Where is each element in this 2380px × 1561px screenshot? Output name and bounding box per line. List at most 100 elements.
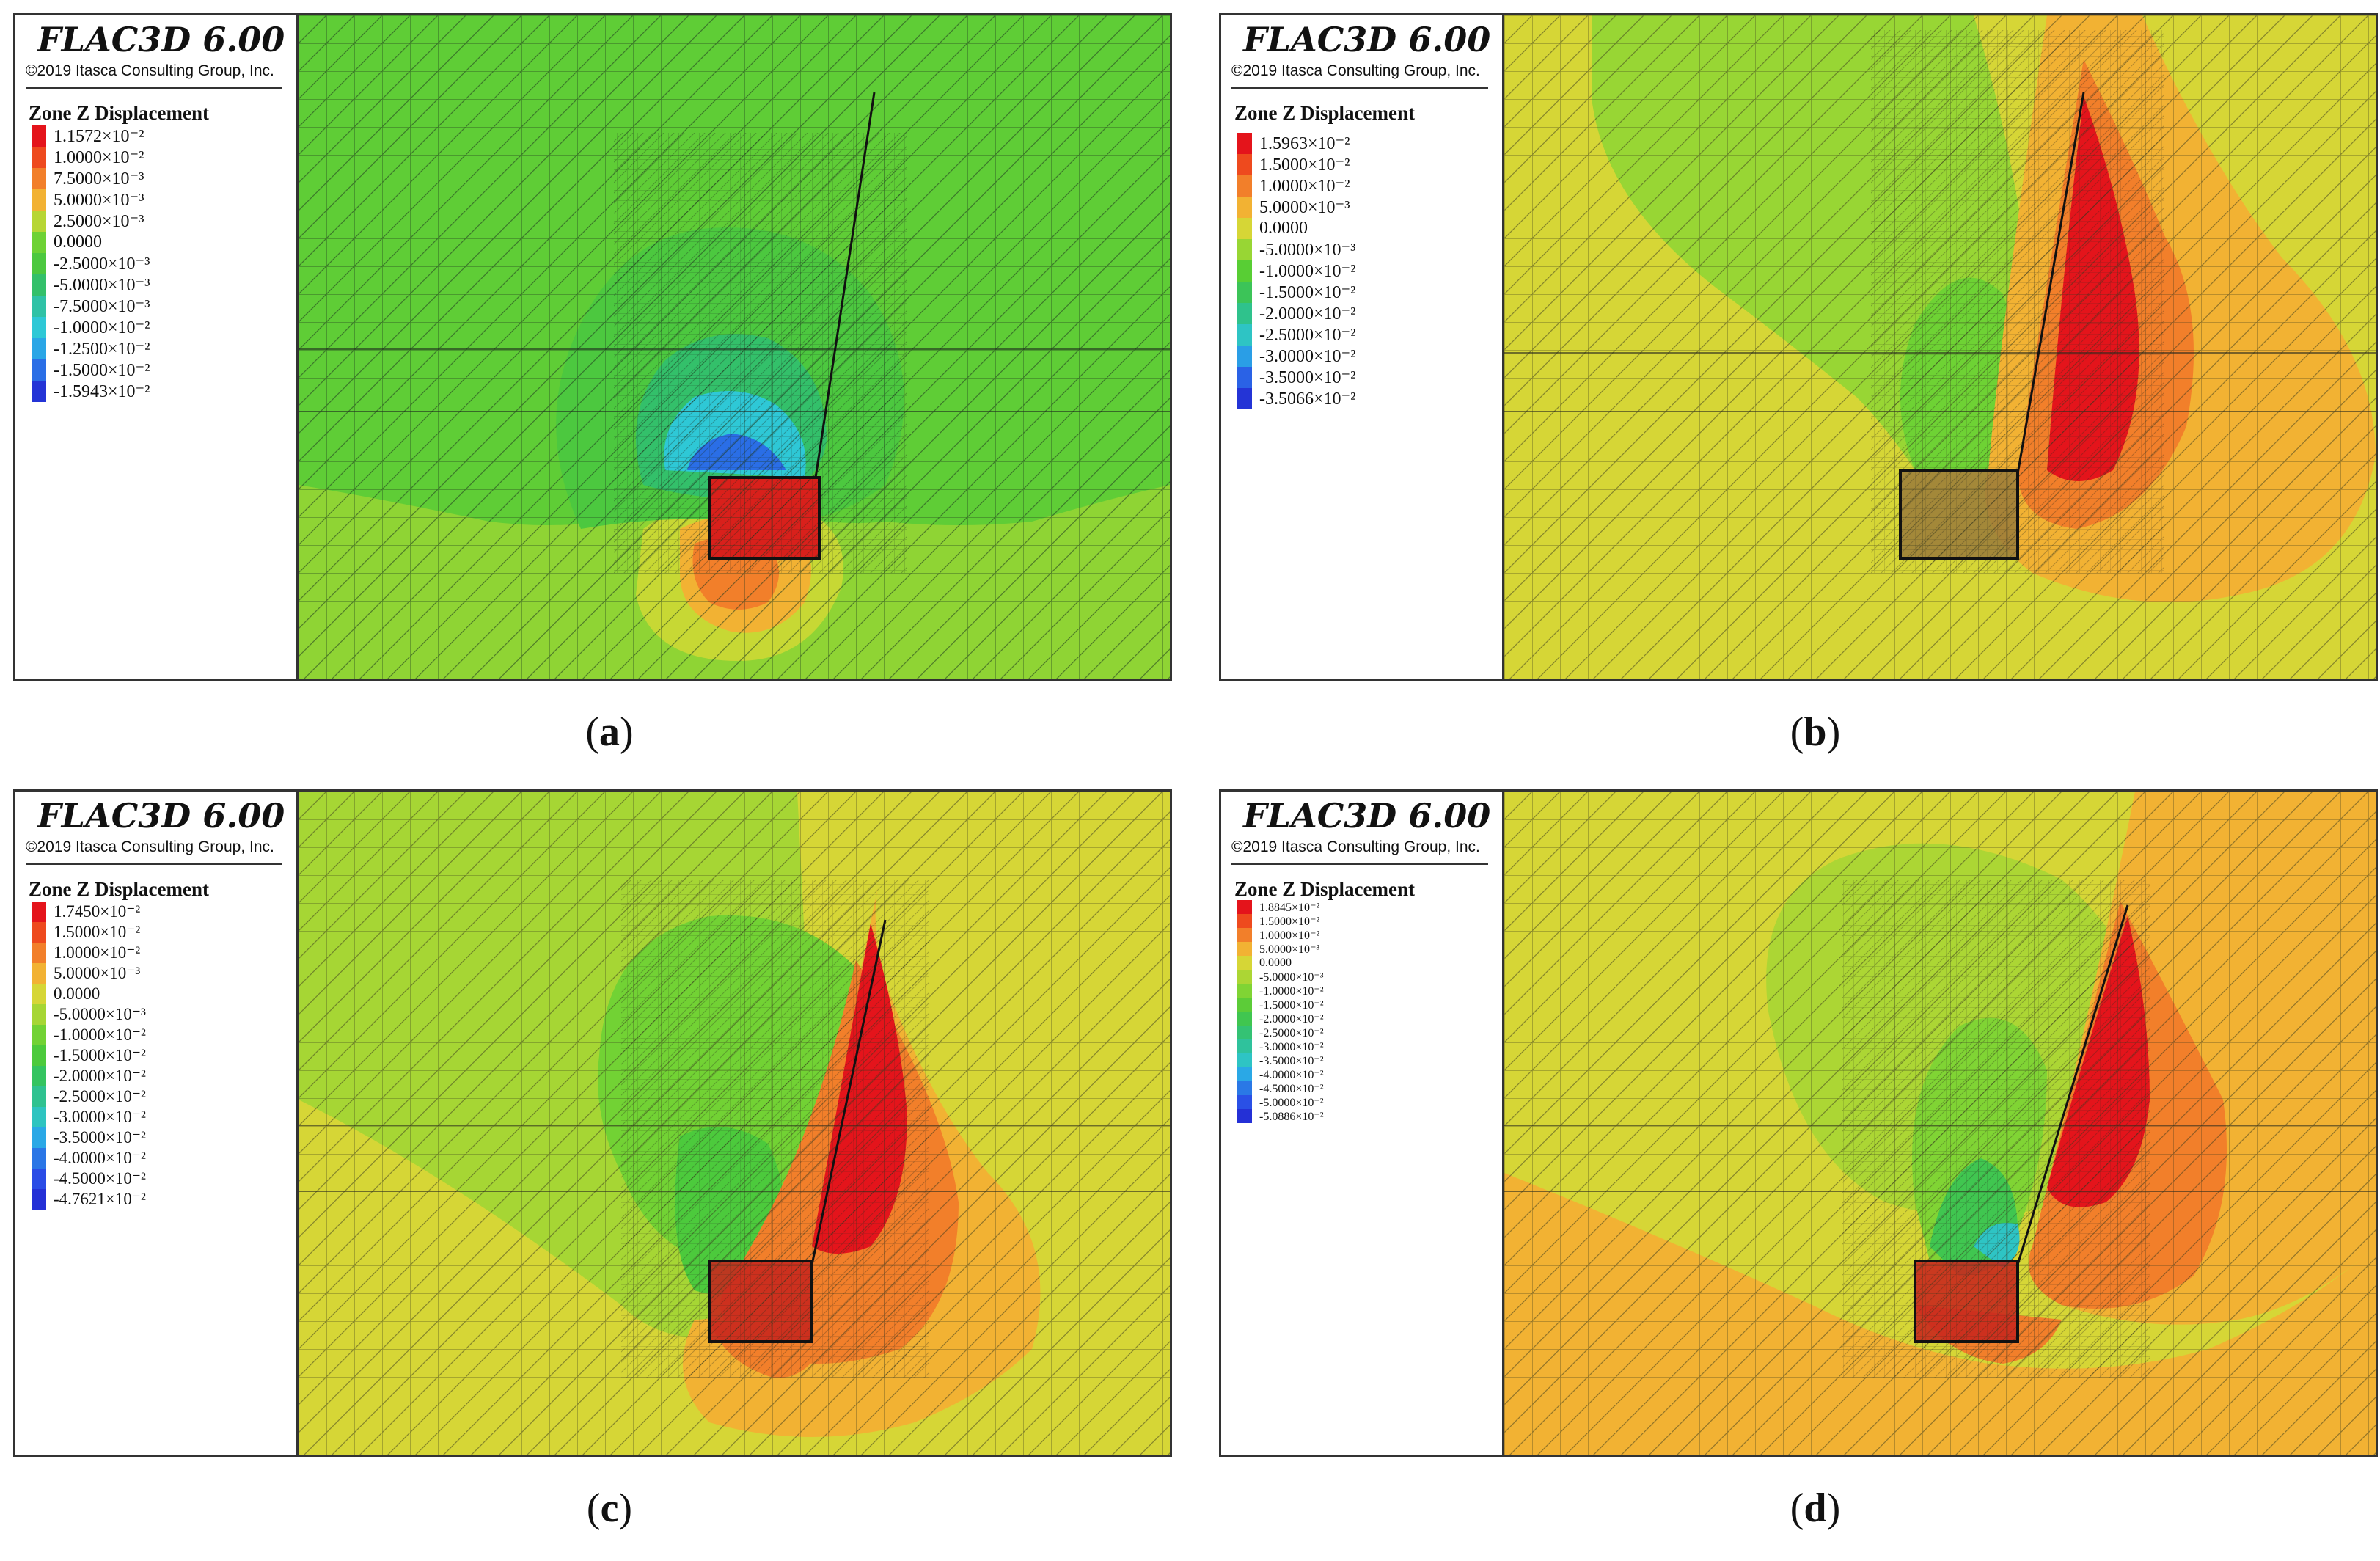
legend-label: -2.5000×10⁻² <box>54 1087 146 1105</box>
caption-c: (c) <box>586 1485 633 1531</box>
legend-entries: 1.5963×10⁻² 1.5000×10⁻² 1.0000×10⁻² 5.0000×… <box>1237 133 1355 409</box>
legend-label: -3.0000×10⁻² <box>54 1108 146 1126</box>
legend-label: -1.5000×10⁻² <box>54 1046 146 1064</box>
legend-label: -3.5066×10⁻² <box>1259 390 1356 409</box>
legend-label: 5.0000×10⁻³ <box>1259 943 1320 956</box>
legend-divider <box>1231 863 1488 865</box>
legend-swatch <box>1237 1095 1252 1109</box>
legend-label: -5.0000×10⁻³ <box>1259 241 1356 260</box>
legend-swatch <box>32 1066 46 1086</box>
legend-swatch <box>1237 928 1252 942</box>
legend-label: -1.0000×10⁻² <box>1259 262 1356 281</box>
legend-entry: -2.5000×10⁻² <box>1237 324 1355 346</box>
legend-divider <box>26 87 282 89</box>
legend-entry: 0.0000 <box>32 984 146 1004</box>
fault-line <box>814 92 876 478</box>
legend-label: -4.7621×10⁻² <box>54 1190 146 1208</box>
legend-entry: 1.5000×10⁻² <box>1237 914 1324 928</box>
legend-entry: -2.5000×10⁻³ <box>32 253 150 274</box>
legend-swatch <box>1237 367 1252 388</box>
legend-swatch <box>32 317 46 338</box>
legend-swatch <box>1237 197 1252 218</box>
legend-entry: 1.8845×10⁻² <box>1237 900 1324 914</box>
legend-entry: -3.0000×10⁻² <box>1237 346 1355 367</box>
legend-label: -2.0000×10⁻² <box>1259 1012 1324 1026</box>
legend-swatch <box>32 232 46 253</box>
legend-swatch <box>1237 998 1252 1012</box>
legend-swatch <box>32 338 46 359</box>
legend-entry: -2.5000×10⁻² <box>1237 1026 1324 1039</box>
legend-panel: FLAC3D 6.00 ©2019 Itasca Consulting Grou… <box>15 792 299 1455</box>
legend-label: -5.0000×10⁻² <box>1259 1096 1324 1109</box>
legend-swatch <box>1237 260 1252 282</box>
app-title: FLAC3D 6.00 <box>37 796 285 836</box>
mesh-fine-overlay <box>614 133 907 573</box>
opening-outline <box>1899 469 2019 560</box>
legend-entry: -3.5000×10⁻² <box>1237 367 1355 388</box>
legend-swatch <box>1237 175 1252 197</box>
contour-plot-svg <box>1504 792 2376 1455</box>
legend-entry: -2.0000×10⁻² <box>1237 1012 1324 1026</box>
legend-swatch <box>32 1107 46 1127</box>
caption-b: (b) <box>1790 709 1841 755</box>
legend-swatch <box>32 381 46 402</box>
legend-label: -5.0000×10⁻³ <box>54 276 150 295</box>
legend-label: -5.0000×10⁻³ <box>54 1005 146 1023</box>
legend-swatch <box>32 1127 46 1148</box>
legend-swatch <box>32 984 46 1004</box>
legend-swatch <box>32 1045 46 1066</box>
legend-entries: 1.1572×10⁻² 1.0000×10⁻² 7.5000×10⁻³ 5.0000×… <box>32 125 150 402</box>
fault-line <box>810 919 887 1265</box>
opening-outline <box>1914 1260 2019 1343</box>
legend-label: 1.5963×10⁻² <box>1259 134 1350 153</box>
contour-plot <box>299 792 1170 1455</box>
fault-line <box>2016 92 2085 475</box>
legend-entry: -5.0000×10⁻³ <box>32 274 150 296</box>
panel-a: FLAC3D 6.00 ©2019 Itasca Consulting Grou… <box>13 13 1172 681</box>
legend-entries: 1.8845×10⁻² 1.5000×10⁻² 1.0000×10⁻² 5.0000×… <box>1237 900 1324 1123</box>
legend-title: Zone Z Displacement <box>1234 878 1415 900</box>
legend-entry: 1.5000×10⁻² <box>1237 154 1355 175</box>
legend-entry: -3.5000×10⁻² <box>32 1127 146 1148</box>
app-title: FLAC3D 6.00 <box>37 20 285 59</box>
legend-label: 5.0000×10⁻³ <box>1259 198 1350 217</box>
app-title: FLAC3D 6.00 <box>1243 796 1491 836</box>
legend-swatch <box>1237 1039 1252 1053</box>
contour-plot <box>299 15 1170 679</box>
legend-swatch <box>1237 303 1252 324</box>
legend-entry: -1.0000×10⁻² <box>1237 260 1355 282</box>
copyright-text: ©2019 Itasca Consulting Group, Inc. <box>26 838 274 855</box>
legend-label: -2.5000×10⁻² <box>1259 1026 1324 1039</box>
legend-swatch <box>1237 914 1252 928</box>
legend-entry: 0.0000 <box>32 232 150 253</box>
legend-entry: -3.5066×10⁻² <box>1237 388 1355 409</box>
legend-panel: FLAC3D 6.00 ©2019 Itasca Consulting Grou… <box>1221 15 1504 679</box>
legend-label: -4.5000×10⁻² <box>54 1169 146 1188</box>
legend-label: -2.5000×10⁻³ <box>54 255 150 274</box>
legend-swatch <box>32 253 46 274</box>
panel-c: FLAC3D 6.00 ©2019 Itasca Consulting Grou… <box>13 789 1172 1457</box>
legend-swatch <box>1237 346 1252 367</box>
legend-entry: 1.0000×10⁻² <box>32 147 150 168</box>
copyright-text: ©2019 Itasca Consulting Group, Inc. <box>1231 838 1480 855</box>
legend-label: 1.5000×10⁻² <box>54 923 141 941</box>
app-title: FLAC3D 6.00 <box>1243 20 1491 59</box>
legend-divider <box>1231 87 1488 89</box>
legend-label: 1.7450×10⁻² <box>54 902 141 921</box>
legend-entry: -1.0000×10⁻² <box>32 317 150 338</box>
legend-label: -5.0000×10⁻³ <box>1259 970 1324 984</box>
legend-swatch <box>1237 1012 1252 1026</box>
legend-label: 0.0000 <box>1259 219 1308 238</box>
legend-swatch <box>1237 900 1252 914</box>
legend-entry: -1.0000×10⁻² <box>1237 984 1324 998</box>
legend-label: 1.1572×10⁻² <box>54 127 144 146</box>
legend-label: -1.0000×10⁻² <box>54 318 150 337</box>
legend-label: 5.0000×10⁻³ <box>54 191 144 210</box>
legend-label: -5.0886×10⁻² <box>1259 1110 1324 1123</box>
legend-swatch <box>1237 956 1252 970</box>
fault-line <box>2016 904 2129 1265</box>
copyright-text: ©2019 Itasca Consulting Group, Inc. <box>1231 62 1480 79</box>
legend-label: -1.2500×10⁻² <box>54 340 150 359</box>
legend-swatch <box>1237 1053 1252 1067</box>
legend-label: -2.0000×10⁻² <box>54 1067 146 1085</box>
